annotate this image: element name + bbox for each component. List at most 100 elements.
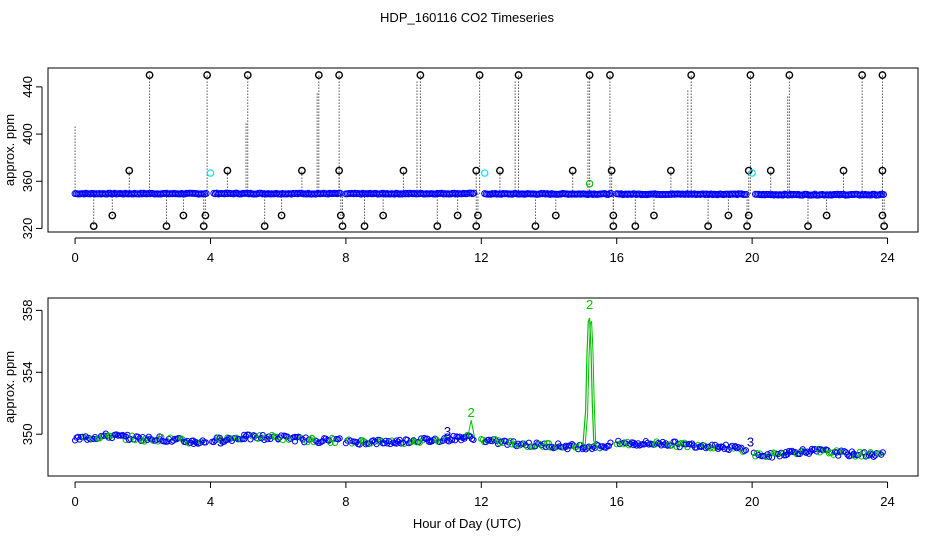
raw-point (666, 166, 675, 175)
raw-point (804, 222, 812, 231)
raw-point (199, 222, 208, 231)
series-point (512, 442, 519, 449)
series-point (733, 445, 740, 452)
baseline-points (71, 189, 887, 199)
flag-annotation: 2 (468, 405, 475, 420)
raw-point (551, 211, 560, 220)
series-point (568, 441, 576, 448)
x-tick-label: 24 (880, 494, 894, 509)
raw-point (766, 166, 775, 175)
series-point (399, 439, 406, 446)
series-point (125, 436, 133, 444)
series-point (548, 443, 556, 450)
series-point (742, 447, 749, 454)
series-point (752, 453, 759, 460)
series-point (602, 444, 609, 451)
raw-point (433, 222, 442, 231)
raw-point (201, 211, 210, 220)
series-point (221, 438, 228, 445)
raw-point (496, 166, 504, 175)
series-point (515, 440, 522, 447)
raw-point (472, 222, 481, 231)
series-point (242, 432, 249, 440)
plot-frame (47, 297, 919, 477)
raw-point (858, 71, 867, 79)
series-point (618, 439, 625, 446)
series-point (518, 441, 525, 448)
raw-point (878, 166, 887, 175)
series-point (787, 448, 794, 455)
series-point (370, 437, 377, 444)
y-tick-label: 350 (20, 423, 35, 445)
small-spike-line (467, 420, 476, 438)
series-point (393, 437, 400, 444)
series-point (502, 438, 509, 445)
raw-point (609, 222, 618, 231)
series-point (148, 436, 156, 443)
series-point (675, 440, 682, 448)
raw-point (822, 211, 831, 220)
raw-point (531, 222, 540, 231)
x-tick-label: 0 (71, 494, 78, 509)
series-point (241, 435, 248, 443)
series-point (344, 437, 351, 444)
series-point (144, 436, 151, 443)
series-point (158, 433, 165, 441)
series-point (448, 437, 456, 444)
series-point (328, 434, 336, 442)
raw-point (744, 211, 753, 220)
raw-point (743, 222, 751, 231)
x-tick-label: 24 (880, 250, 894, 265)
series-point (708, 441, 716, 448)
series-point (553, 443, 560, 451)
raw-point (260, 222, 269, 231)
x-tick-label: 12 (474, 250, 488, 265)
top-panel: 0 4 8 12 16 20 24 320 360 400 440 approx. ppm (2, 67, 919, 265)
spike-line-secondary (584, 321, 598, 449)
series-point (765, 453, 773, 460)
flag-annotation: 3 (747, 435, 754, 450)
raw-point (609, 211, 618, 220)
plot-frame (47, 67, 919, 233)
x-tick-label: 8 (342, 250, 349, 265)
series-point (498, 438, 505, 445)
raw-point (243, 71, 252, 79)
y-axis-label: approx. ppm (2, 351, 17, 423)
raw-point (724, 211, 733, 220)
series-point (702, 445, 710, 452)
series-point (707, 445, 714, 452)
raw-point (379, 211, 388, 220)
flag-annotation: 2 (586, 297, 593, 312)
series-point (387, 440, 394, 448)
series-point (336, 435, 343, 442)
series-point (142, 435, 149, 442)
series-point (605, 442, 613, 450)
series-point (564, 446, 571, 453)
x-tick-label: 4 (207, 494, 214, 509)
series-point (193, 439, 200, 446)
series-point (198, 438, 205, 445)
y-axis-label: approx. ppm (2, 114, 17, 186)
raw-point (650, 211, 658, 220)
data-layer (71, 71, 889, 231)
raw-point (297, 166, 306, 175)
series-point (665, 441, 673, 448)
raw-point (277, 211, 286, 220)
data-layer (71, 317, 886, 461)
series-point (870, 453, 877, 460)
series-point (105, 434, 112, 441)
series-point (541, 440, 548, 447)
series-point (313, 438, 320, 445)
series-point (852, 453, 859, 460)
raw-point (338, 222, 347, 231)
series-point (607, 439, 614, 446)
series-point (664, 442, 671, 449)
series-point (90, 435, 97, 443)
raw-point (514, 71, 523, 79)
series-point (876, 450, 883, 457)
raw-point (335, 166, 344, 175)
raw-point (125, 166, 134, 175)
x-tick-label: 20 (745, 250, 759, 265)
series-point (496, 440, 503, 447)
series-point (470, 436, 477, 444)
